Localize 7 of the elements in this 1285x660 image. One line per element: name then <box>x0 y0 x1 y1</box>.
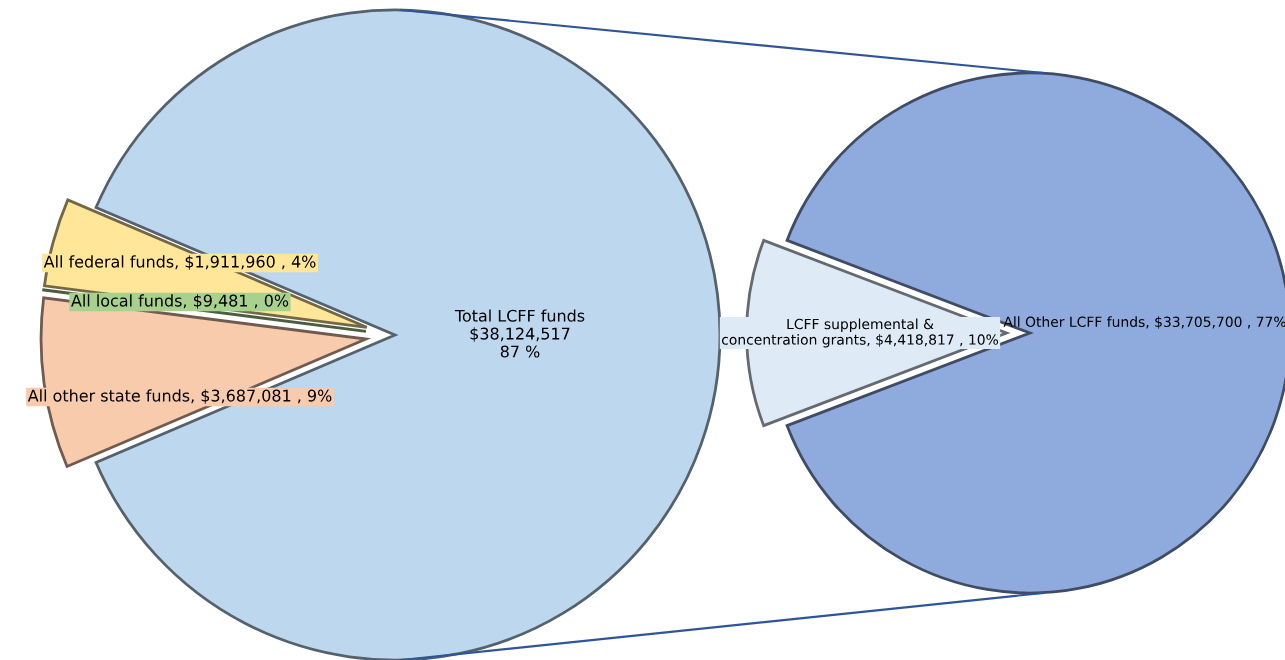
slice-label: All federal funds, $1,911,960 , 4% <box>43 255 316 270</box>
slice-label: All Other LCFF funds, $33,705,700 , 77% <box>1003 316 1285 329</box>
data-label: $38,124,517 87 % <box>470 327 570 358</box>
slice-label: LCFF supplemental & concentration grants, $4,418,817 , 10% <box>721 318 999 348</box>
slice-label: All other state funds, $3,687,081 , 9% <box>27 389 332 404</box>
slice-label: Total LCFF funds <box>454 309 585 322</box>
slice-label: All local funds, $9,481 , 0% <box>71 294 289 309</box>
